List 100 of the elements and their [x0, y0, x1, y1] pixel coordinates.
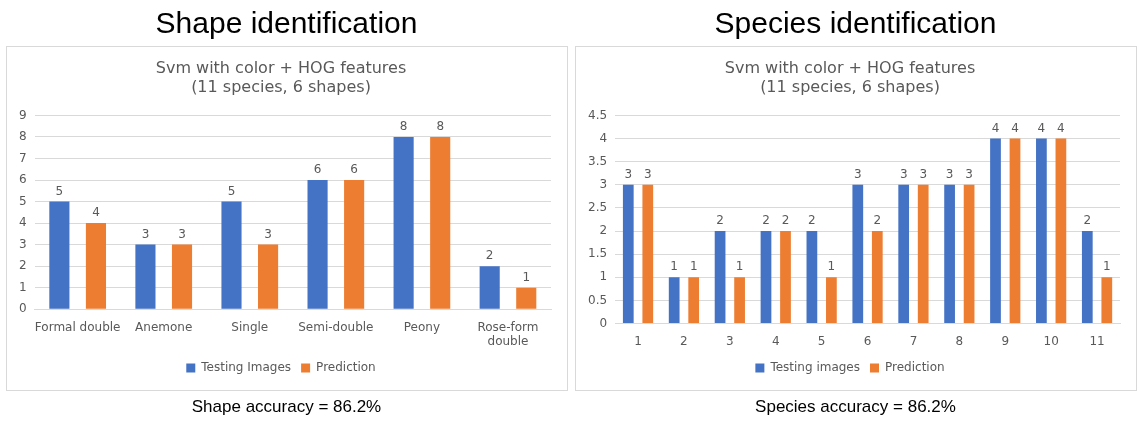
- y-tick-label: 2.5: [587, 200, 607, 215]
- y-tick-label: 5: [18, 193, 27, 208]
- data-label: 1: [1102, 259, 1111, 274]
- data-label: 3: [623, 166, 632, 181]
- bar: [171, 244, 192, 309]
- y-tick-label: 3: [598, 176, 607, 191]
- x-tick-label: 8: [955, 333, 963, 348]
- y-tick-label: 2: [598, 223, 607, 238]
- legend-label: Prediction: [315, 360, 376, 375]
- y-tick-label: 3.5: [587, 153, 607, 168]
- text: Species accuracy = 86.2%: [755, 397, 956, 417]
- bar: [917, 184, 929, 324]
- bar: [851, 184, 863, 324]
- bar: [1081, 231, 1093, 324]
- legend-label: Testing Images: [199, 360, 291, 375]
- x-tick-label: 4: [771, 333, 780, 348]
- data-label: 3: [263, 226, 272, 241]
- legend-label: Testing images: [768, 360, 860, 375]
- x-tick-label: 11: [1088, 333, 1105, 348]
- bar: [257, 244, 278, 309]
- chart-title: Shape identification: [155, 5, 418, 41]
- data-label: 1: [669, 259, 678, 274]
- chart-title: Species identification: [714, 5, 997, 41]
- bar: [307, 180, 328, 309]
- bar: [779, 231, 791, 324]
- data-label: 3: [853, 166, 862, 181]
- bar: [687, 277, 699, 324]
- y-tick-label: 6: [18, 172, 27, 187]
- y-tick-label: 4: [18, 215, 27, 230]
- data-label: 3: [141, 226, 149, 241]
- text: Shape accuracy = 86.2%: [191, 397, 382, 417]
- data-label: 2: [485, 248, 493, 263]
- bar: [989, 138, 1001, 324]
- data-label: 4: [1056, 120, 1065, 135]
- x-tick-label: Peony: [403, 319, 440, 334]
- bar: [760, 231, 771, 324]
- bar: [943, 184, 955, 324]
- data-label: 3: [899, 166, 908, 181]
- data-label: 2: [807, 213, 816, 228]
- x-tick-label: 1: [633, 333, 642, 348]
- x-tick-label: 2: [679, 333, 688, 348]
- x-tick-label: 5: [817, 333, 825, 348]
- bar: [897, 184, 909, 324]
- y-tick-label: 3: [18, 236, 27, 251]
- bar: [641, 184, 653, 324]
- data-label: 1: [735, 259, 743, 274]
- bar: [515, 287, 536, 309]
- bar: [825, 277, 837, 324]
- y-tick-label: 7: [18, 150, 27, 165]
- bar: [1055, 138, 1066, 324]
- y-tick-label: 0: [598, 315, 607, 330]
- x-tick-label: Formal double: [34, 319, 120, 334]
- data-label: 2: [715, 213, 724, 228]
- data-label: 2: [1082, 213, 1091, 228]
- bar: [479, 266, 500, 309]
- data-label: 3: [643, 166, 652, 181]
- bar: [668, 277, 680, 324]
- y-tick-label: 1: [598, 269, 607, 284]
- bar: [622, 184, 634, 324]
- data-label: 4: [1037, 120, 1045, 135]
- x-tick-label: Rose-form double: [476, 319, 539, 348]
- bar: [1035, 138, 1047, 324]
- data-label: 6: [349, 162, 358, 177]
- chart-subtitle: Svm with color + HOG features (11 species, 6 shapes): [155, 57, 406, 96]
- x-tick-label: 10: [1043, 333, 1059, 348]
- y-tick-label: 0.5: [587, 292, 607, 307]
- data-label: 3: [177, 226, 186, 241]
- y-tick-label: 9: [18, 107, 27, 122]
- bar: [220, 201, 242, 309]
- x-tick-label: 3: [725, 333, 734, 348]
- bar: [134, 244, 155, 309]
- y-tick-label: 8: [18, 129, 27, 144]
- y-tick-label: 4: [598, 130, 607, 145]
- chart-subtitle: Svm with color + HOG features (11 species, 6 shapes): [724, 57, 975, 96]
- y-tick-label: 2: [18, 258, 27, 273]
- data-label: 1: [521, 269, 530, 284]
- x-tick-label: Single: [230, 319, 268, 334]
- y-tick-label: 0: [18, 301, 27, 316]
- bar: [1009, 138, 1020, 324]
- data-label: 4: [1010, 120, 1019, 135]
- data-label: 8: [435, 119, 444, 134]
- data-label: 6: [313, 162, 321, 177]
- data-label: 8: [399, 119, 407, 134]
- bar: [714, 231, 725, 324]
- data-label: 2: [872, 213, 881, 228]
- bar: [806, 231, 817, 324]
- y-tick-label: 1.5: [587, 246, 607, 261]
- bar: [429, 136, 450, 309]
- data-label: 4: [91, 205, 100, 220]
- data-label: 4: [991, 120, 999, 135]
- data-label: 3: [964, 166, 973, 181]
- x-tick-label: 6: [863, 333, 871, 348]
- data-label: 2: [761, 213, 770, 228]
- bar: [963, 184, 974, 324]
- data-label: 5: [227, 183, 235, 198]
- y-tick-label: 1: [18, 279, 27, 294]
- data-label: 5: [55, 183, 63, 198]
- x-tick-label: 9: [1000, 333, 1009, 348]
- x-tick-label: Semi-double: [297, 319, 373, 334]
- data-label: 1: [689, 259, 698, 274]
